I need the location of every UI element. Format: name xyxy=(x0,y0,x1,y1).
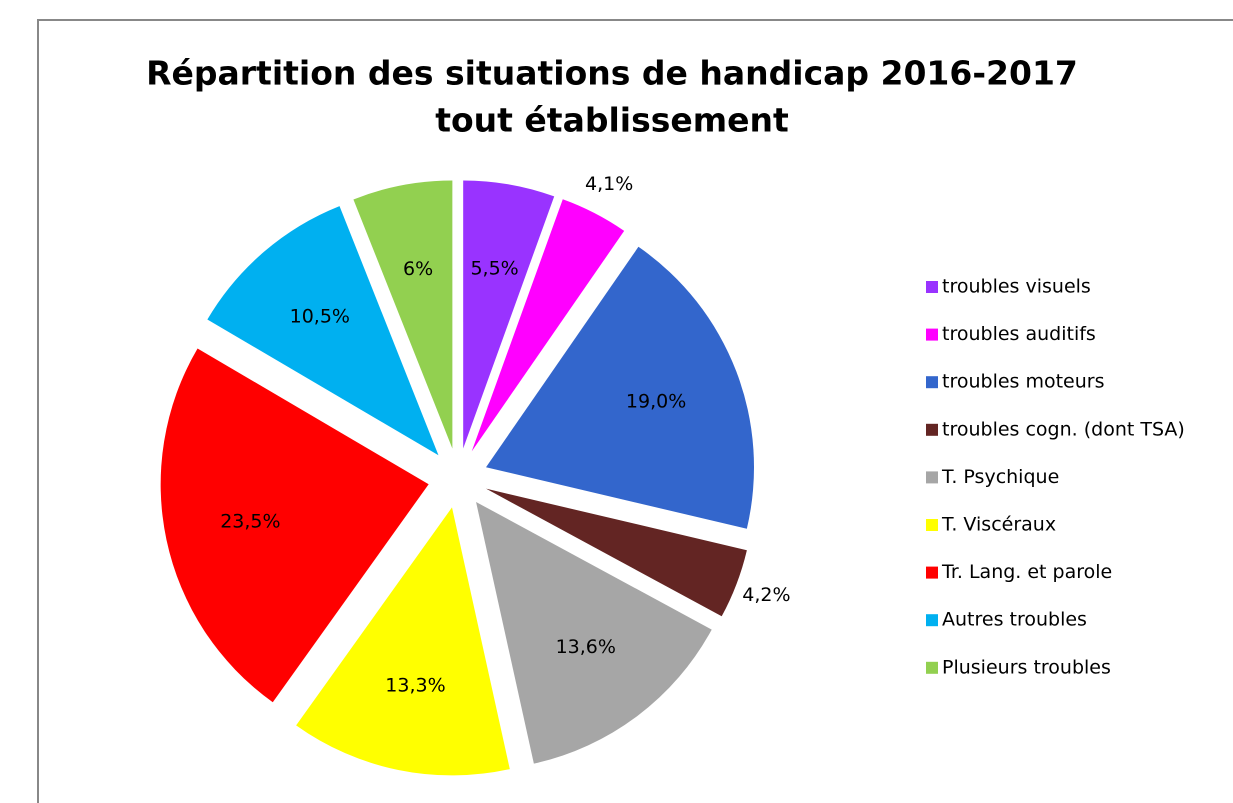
pie-slice xyxy=(160,348,429,703)
pie-slice xyxy=(486,246,755,529)
data-label: 23,5% xyxy=(220,511,280,533)
pie-slice xyxy=(296,507,510,776)
legend-label: troubles visuels xyxy=(942,276,1091,298)
pie-slice xyxy=(207,206,439,456)
legend-label: T. Viscéraux xyxy=(941,514,1056,536)
data-label: 10,5% xyxy=(290,305,350,327)
data-label: 13,3% xyxy=(385,674,445,696)
legend-label: Plusieurs troubles xyxy=(942,656,1111,678)
legend-label: T. Psychique xyxy=(941,466,1059,488)
legend-swatch xyxy=(926,471,938,484)
legend-label: Autres troubles xyxy=(942,609,1087,631)
legend-swatch xyxy=(926,281,938,293)
legend-label: Tr. Lang. et parole xyxy=(941,561,1112,583)
legend-label: troubles cogn. (dont TSA) xyxy=(942,418,1185,440)
data-label: 13,6% xyxy=(556,636,616,658)
chart-title: Répartition des situations de handicap 2… xyxy=(146,54,1078,93)
legend-swatch xyxy=(926,519,938,531)
pie-slice xyxy=(476,501,712,764)
legend-swatch xyxy=(926,423,938,436)
chart-title: tout établissement xyxy=(435,101,789,140)
pie-slice xyxy=(471,199,625,452)
data-label: 4,2% xyxy=(742,584,790,606)
legend-swatch xyxy=(926,661,938,674)
legend-swatch xyxy=(926,328,938,341)
legend-swatch xyxy=(926,566,938,579)
pie-slice xyxy=(463,180,555,449)
legend-label: troubles auditifs xyxy=(942,323,1096,345)
legend-swatch xyxy=(926,614,938,627)
legend-swatch xyxy=(926,376,938,389)
data-label: 6% xyxy=(403,258,433,280)
data-label: 4,1% xyxy=(585,173,633,195)
data-label: 19,0% xyxy=(626,390,686,412)
legend-label: troubles moteurs xyxy=(942,371,1105,393)
data-label: 5,5% xyxy=(470,257,518,279)
pie-slice xyxy=(486,488,747,617)
pie-slice xyxy=(353,180,453,449)
